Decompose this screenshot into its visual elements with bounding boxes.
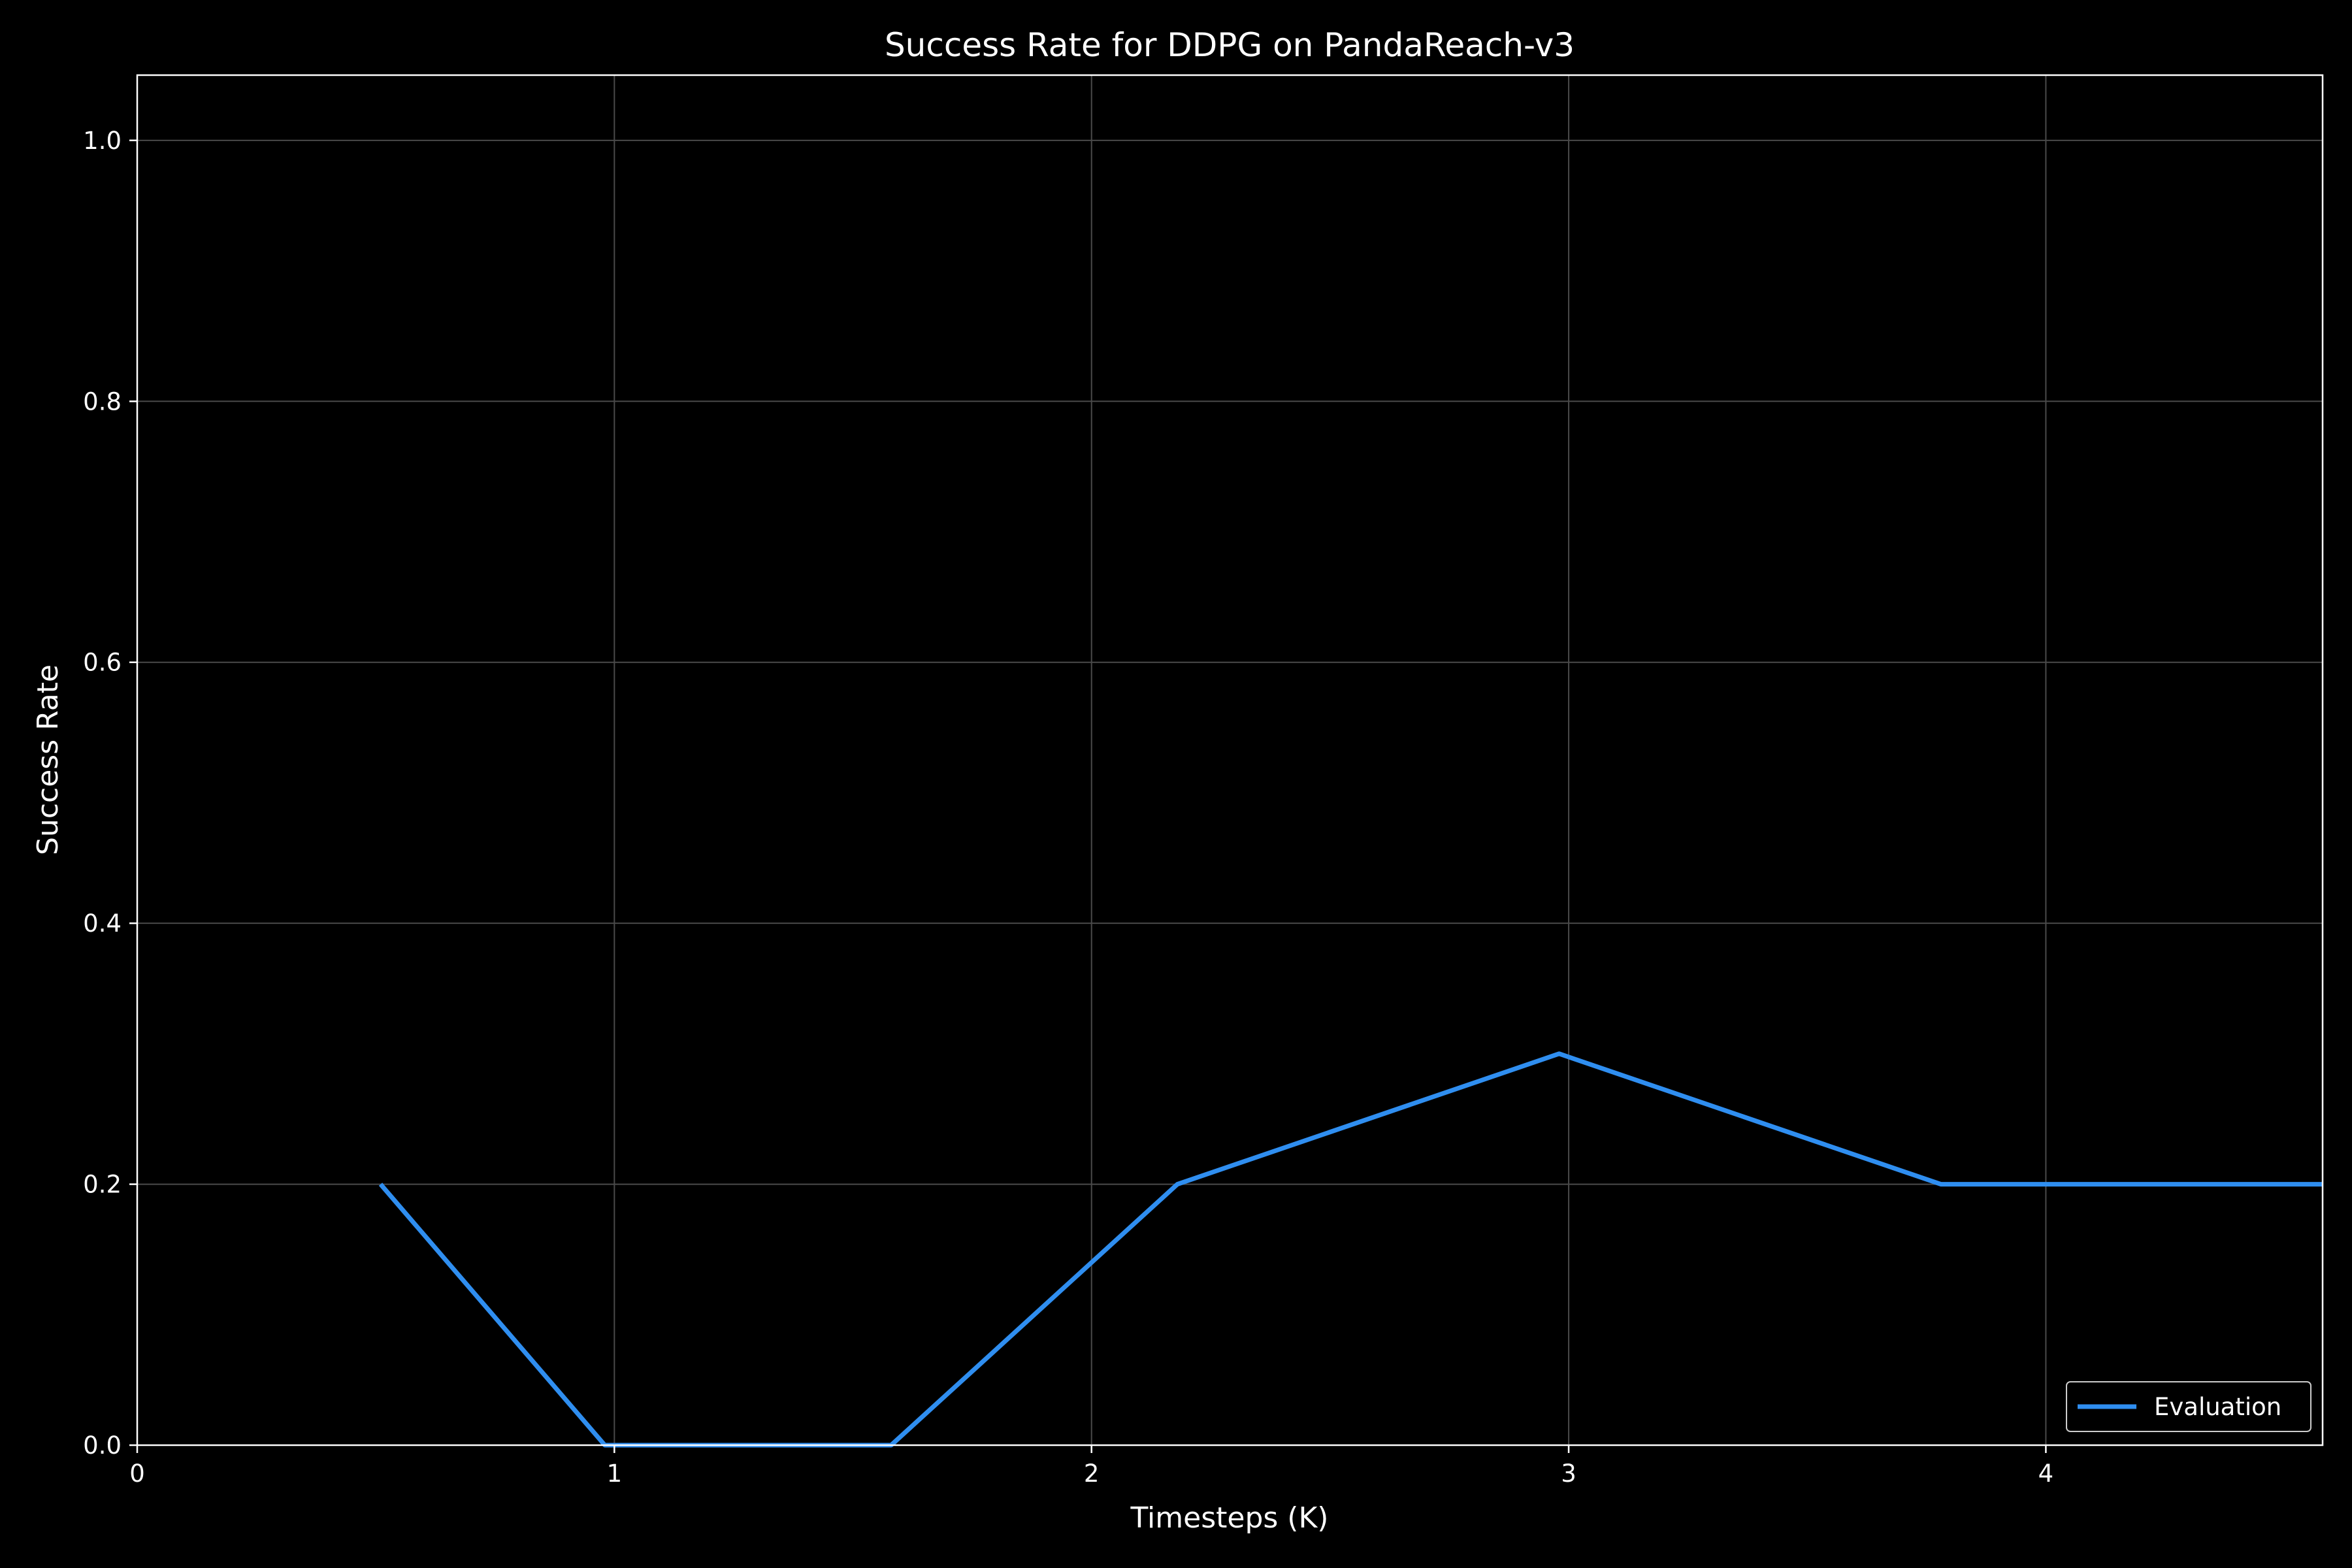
y-tick-label: 0.2 (83, 1171, 122, 1199)
chart-title: Success Rate for DDPG on PandaReach-v3 (885, 26, 1575, 64)
x-tick-label: 2 (1084, 1460, 1100, 1488)
y-tick-label: 0.6 (83, 649, 122, 677)
y-tick-label: 1.0 (83, 127, 122, 155)
x-tick-label: 1 (607, 1460, 623, 1488)
x-tick-label: 0 (129, 1460, 145, 1488)
x-tick-label: 4 (2038, 1460, 2054, 1488)
ticks: 0 1 2 3 4 0.0 0.2 0.4 0.6 0.8 1.0 (83, 127, 2053, 1488)
y-tick-label: 0.4 (83, 909, 122, 938)
y-tick-label: 0.8 (83, 387, 122, 416)
legend-label-evaluation: Evaluation (2154, 1393, 2281, 1421)
legend: Evaluation (2066, 1381, 2311, 1432)
x-axis-label: Timesteps (K) (1130, 1501, 1329, 1535)
y-axis-label: Success Rate (31, 664, 65, 855)
y-tick-label: 0.0 (83, 1431, 122, 1460)
legend-box (2066, 1381, 2311, 1432)
plot-frame (136, 74, 2324, 1446)
x-tick-label: 3 (1561, 1460, 1576, 1488)
